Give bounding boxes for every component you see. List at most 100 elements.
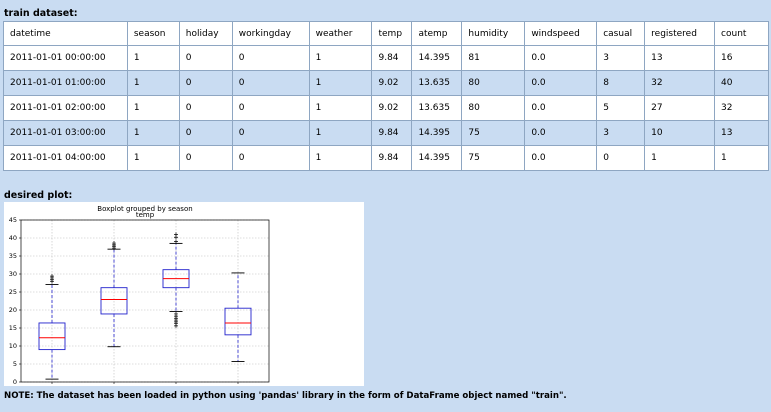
table-cell: 0 [178, 70, 233, 96]
box-season-1 [38, 322, 66, 351]
table-cell: 80 [461, 95, 526, 121]
table-cell: 9.84 [371, 145, 413, 171]
table-cell: 1 [714, 145, 769, 171]
flier-marker [174, 232, 178, 237]
x-tick-label: 3 [174, 385, 178, 386]
desired-plot-title: desired plot: [4, 190, 73, 201]
table-cell: 2011-01-01 02:00:00 [3, 95, 128, 121]
table-row: 2011-01-01 03:00:00 1 0 0 1 9.84 14.395 … [3, 120, 769, 146]
table-cell: 0.0 [524, 145, 598, 171]
table-cell: 2011-01-01 03:00:00 [3, 120, 128, 146]
x-tick-label: 1 [50, 385, 54, 386]
column-header: holiday [178, 21, 233, 46]
column-header: temp [371, 21, 413, 46]
table-cell: 16 [714, 45, 769, 71]
train-dataset-title: train dataset: [4, 8, 78, 19]
column-header: workingday [231, 21, 310, 46]
table-cell: 0 [231, 45, 310, 71]
y-tick-label: 15 [9, 324, 17, 332]
table-cell: 1 [126, 120, 180, 146]
table-cell: 32 [714, 95, 769, 121]
table-cell: 8 [596, 70, 646, 96]
y-tick-label: 25 [9, 288, 17, 296]
table-cell: 2011-01-01 00:00:00 [3, 45, 128, 71]
table-cell: 13 [644, 45, 716, 71]
table-cell: 0.0 [524, 120, 598, 146]
flier-marker [50, 274, 54, 279]
table-row: 2011-01-01 02:00:00 1 0 0 1 9.02 13.635 … [3, 95, 769, 121]
table-cell: 75 [461, 145, 526, 171]
column-header: windspeed [524, 21, 598, 46]
flier-marker [112, 241, 116, 246]
table-cell: 14.395 [411, 145, 463, 171]
boxplot-figure: Boxplot grouped by season temp 0 5 10 15 20 25 3… [4, 202, 364, 386]
column-header: count [714, 21, 769, 46]
box-season-2 [100, 287, 128, 315]
chart-suptitle: Boxplot grouped by season [97, 205, 192, 213]
flier-marker [174, 311, 178, 316]
y-tick-label: 0 [13, 378, 17, 386]
table-cell: 1 [126, 70, 180, 96]
table-cell: 0 [178, 45, 233, 71]
y-tick-label: 40 [9, 234, 17, 242]
table-cell: 3 [596, 45, 646, 71]
column-header: weather [308, 21, 373, 46]
table-cell: 14.395 [411, 45, 463, 71]
table-cell: 1 [644, 145, 716, 171]
table-cell: 1 [308, 95, 373, 121]
table-cell: 3 [596, 120, 646, 146]
x-tick-label: 4 [236, 385, 240, 386]
y-tick-label: 45 [9, 216, 17, 224]
table-cell: 0 [231, 120, 310, 146]
table-cell: 9.02 [371, 70, 413, 96]
flier-marker [174, 239, 178, 244]
y-tick-label: 30 [9, 270, 17, 278]
train-table: datetime season holiday workingday weath… [3, 21, 769, 171]
table-cell: 0.0 [524, 45, 598, 71]
table-cell: 1 [308, 45, 373, 71]
column-header: atemp [411, 21, 463, 46]
table-cell: 14.395 [411, 120, 463, 146]
column-header: casual [596, 21, 646, 46]
table-cell: 2011-01-01 04:00:00 [3, 145, 128, 171]
note-text: NOTE: The dataset has been loaded in pyt… [4, 391, 567, 401]
table-row: 2011-01-01 01:00:00 1 0 0 1 9.02 13.635 … [3, 70, 769, 96]
table-cell: 40 [714, 70, 769, 96]
table-header-row: datetime season holiday workingday weath… [3, 21, 769, 46]
table-cell: 9.84 [371, 45, 413, 71]
chart-title: temp [136, 211, 155, 219]
table-cell: 1 [126, 145, 180, 171]
table-cell: 0 [178, 145, 233, 171]
box-season-4 [224, 307, 252, 336]
y-tick-label: 5 [13, 360, 17, 368]
table-cell: 0 [178, 95, 233, 121]
x-tick-label: 2 [112, 385, 116, 386]
table-cell: 0 [231, 145, 310, 171]
column-header: season [126, 21, 180, 46]
table-cell: 1 [126, 45, 180, 71]
table-cell: 9.84 [371, 120, 413, 146]
column-header: humidity [461, 21, 526, 46]
table-cell: 1 [308, 70, 373, 96]
column-header: registered [644, 21, 716, 46]
table-cell: 0 [231, 95, 310, 121]
table-cell: 32 [644, 70, 716, 96]
table-cell: 2011-01-01 01:00:00 [3, 70, 128, 96]
table-cell: 1 [126, 95, 180, 121]
table-cell: 1 [308, 120, 373, 146]
table-cell: 0 [178, 120, 233, 146]
table-cell: 1 [308, 145, 373, 171]
table-cell: 0.0 [524, 95, 598, 121]
column-header: datetime [3, 21, 128, 46]
table-cell: 27 [644, 95, 716, 121]
table-cell: 0 [231, 70, 310, 96]
table-cell: 13.635 [411, 70, 463, 96]
plot-frame [20, 219, 270, 383]
table-cell: 80 [461, 70, 526, 96]
table-cell: 10 [644, 120, 716, 146]
table-row: 2011-01-01 00:00:00 1 0 0 1 9.84 14.395 … [3, 45, 769, 71]
table-cell: 81 [461, 45, 526, 71]
table-cell: 0.0 [524, 70, 598, 96]
y-tick-label: 35 [9, 252, 17, 260]
